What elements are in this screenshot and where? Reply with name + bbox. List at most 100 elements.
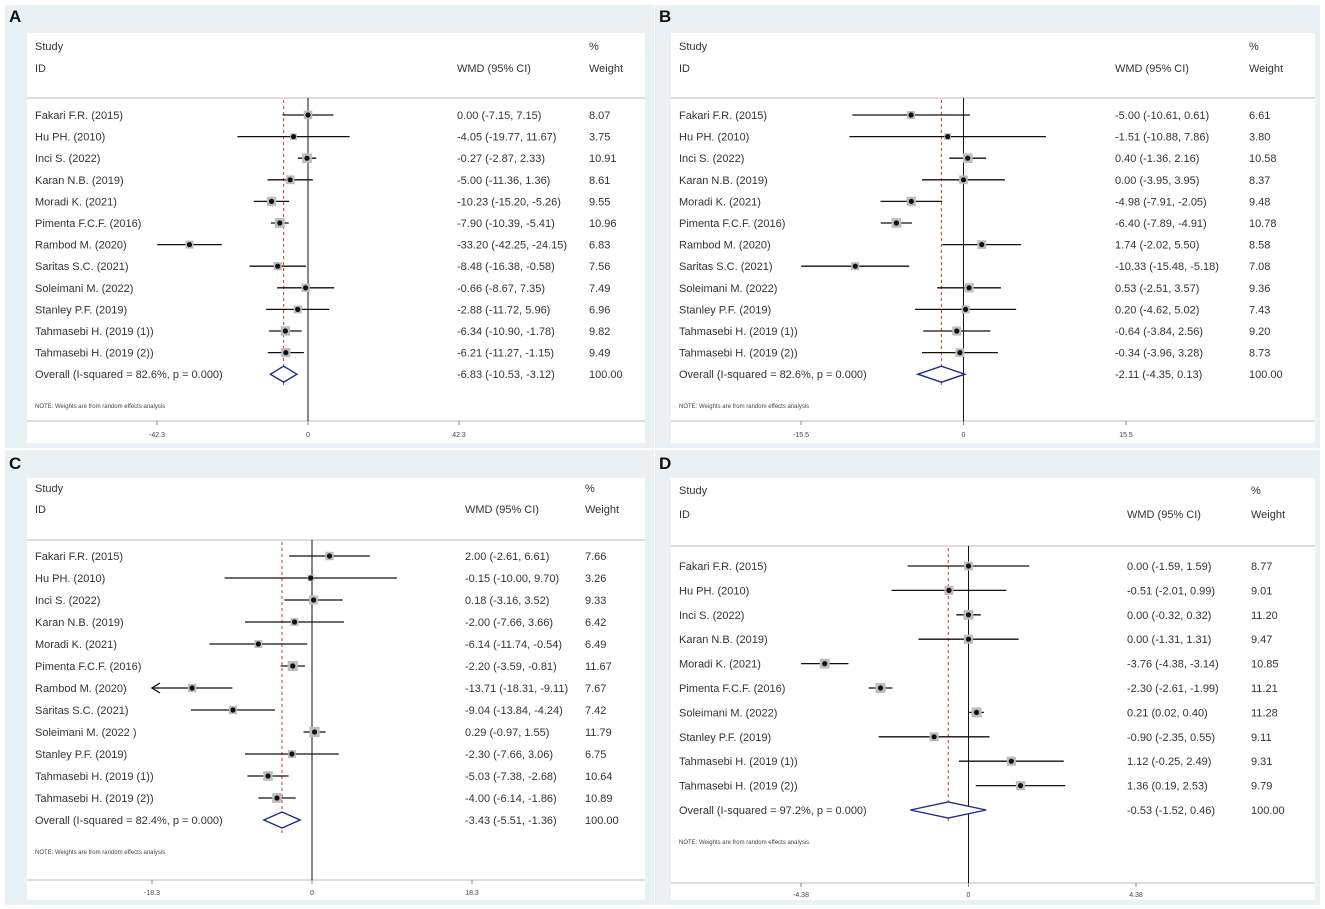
- point-estimate: [877, 685, 884, 691]
- effect-text: -33.20 (-42.25, -24.15): [457, 240, 567, 252]
- weight-text: 6.75: [585, 749, 606, 761]
- header-id: ID: [35, 504, 46, 516]
- overall-effect-text: -6.83 (-10.53, -3.12): [457, 369, 555, 381]
- study-label: Fakari F.R. (2015): [35, 110, 123, 122]
- point-estimate: [946, 587, 952, 593]
- forest-plot-area: Study ID WMD (95% CI)% Weight Fakari F.R. (2…: [671, 478, 1315, 900]
- point-estimate: [1008, 758, 1014, 764]
- effect-text: -4.98 (-7.91, -2.05): [1115, 196, 1207, 208]
- effect-text: 0.00 (-1.31, 1.31): [1127, 634, 1211, 646]
- study-label: Stanley P.F. (2019): [35, 749, 127, 761]
- point-estimate: [230, 707, 236, 713]
- study-label: Tahmasebi H. (2019 (2)): [35, 793, 154, 805]
- forest-panel-c: C Study ID WMD (95% CI)% Weight Fakari F.R. …: [5, 450, 654, 905]
- study-label: Tahmasebi H. (2019 (2)): [679, 348, 798, 360]
- point-estimate: [822, 661, 828, 667]
- overall-effect-text: -0.53 (-1.52, 0.46): [1127, 805, 1215, 817]
- header-study: Study: [679, 41, 708, 53]
- study-label: Tahmasebi H. (2019 (1)): [35, 771, 154, 783]
- point-estimate: [295, 306, 301, 312]
- overall-label: Overall (I-squared = 82.6%, p = 0.000): [679, 369, 867, 381]
- point-estimate: [291, 619, 298, 625]
- point-estimate: [945, 134, 951, 140]
- study-label: Tahmasebi H. (2019 (2)): [679, 781, 798, 793]
- header-effect: WMD (95% CI): [1127, 509, 1201, 521]
- effect-text: -0.15 (-10.00, 9.70): [465, 573, 559, 585]
- weight-text: 8.07: [589, 110, 610, 122]
- axis-tick-label: 15.5: [1119, 432, 1133, 439]
- weight-text: 3.26: [585, 573, 606, 585]
- point-estimate: [265, 773, 271, 779]
- weight-text: 8.58: [1249, 240, 1270, 252]
- point-estimate: [852, 263, 858, 269]
- weight-text: 10.96: [589, 218, 617, 230]
- weight-text: 7.56: [589, 261, 610, 273]
- overall-label: Overall (I-squared = 82.6%, p = 0.000): [35, 369, 223, 381]
- point-estimate: [282, 328, 288, 334]
- effect-text: 0.21 (0.02, 0.40): [1127, 707, 1208, 719]
- forest-plot-svg: Study ID WMD (95% CI)% Weight Fakari F.R. (2…: [671, 41, 1315, 439]
- weight-text: 9.01: [1251, 585, 1272, 597]
- header-study: Study: [35, 483, 64, 495]
- forest-plot-area: Study ID WMD (95% CI)% Weight Fakari F.R. (2…: [27, 33, 645, 443]
- point-estimate: [189, 685, 195, 691]
- header-weight: Weight: [1251, 509, 1285, 521]
- point-estimate: [303, 285, 309, 291]
- forest-plot-area: Study ID WMD (95% CI)% Weight Fakari F.R. (2…: [27, 478, 645, 900]
- study-label: Pimenta F.C.F. (2016): [35, 218, 141, 230]
- study-label: Inci S. (2022): [679, 153, 744, 165]
- point-estimate: [290, 663, 296, 669]
- axis-tick-label: 0: [967, 892, 971, 899]
- effect-text: -0.90 (-2.35, 0.55): [1127, 732, 1215, 744]
- axis-tick-label: 0: [306, 432, 310, 439]
- study-label: Hu PH. (2010): [679, 132, 749, 144]
- header-percent: %: [1251, 485, 1261, 497]
- study-label: Hu PH. (2010): [679, 585, 749, 597]
- study-label: Soleimani M. (2022 ): [35, 727, 137, 739]
- effect-text: -4.00 (-6.14, -1.86): [465, 793, 557, 805]
- study-label: Rambod M. (2020): [35, 240, 127, 252]
- header-effect: WMD (95% CI): [465, 504, 539, 516]
- effect-text: 1.12 (-0.25, 2.49): [1127, 756, 1211, 768]
- weight-text: 7.66: [585, 551, 606, 563]
- overall-weight-text: 100.00: [585, 815, 619, 827]
- weight-text: 3.80: [1249, 132, 1270, 144]
- weight-text: 9.55: [589, 196, 610, 208]
- weight-text: 8.77: [1251, 561, 1272, 573]
- point-estimate: [268, 198, 275, 204]
- forest-panel-a: A Study ID WMD (95% CI)% Weight Fakari F.R. …: [5, 5, 654, 448]
- study-label: Stanley P.F. (2019): [679, 732, 771, 744]
- study-label: Soleimani M. (2022): [679, 707, 777, 719]
- study-label: Hu PH. (2010): [35, 573, 105, 585]
- axis-tick-label: -18.3: [144, 890, 160, 897]
- effect-text: -0.27 (-2.87, 2.33): [457, 153, 545, 165]
- overall-label: Overall (I-squared = 82.4%, p = 0.000): [35, 815, 223, 827]
- study-label: Moradi K. (2021): [679, 659, 761, 671]
- point-estimate: [326, 553, 333, 559]
- study-label: Rambod M. (2020): [35, 683, 127, 695]
- effect-text: -6.34 (-10.90, -1.78): [457, 326, 555, 338]
- point-estimate: [275, 263, 281, 269]
- study-label: Hu PH. (2010): [35, 132, 105, 144]
- weight-text: 10.58: [1249, 153, 1277, 165]
- study-label: Pimenta F.C.F. (2016): [35, 661, 141, 673]
- forest-panel-d: D Study ID WMD (95% CI)% Weight Fakari F.R. …: [655, 450, 1320, 905]
- study-label: Moradi K. (2021): [679, 196, 761, 208]
- forest-plot-svg: Study ID WMD (95% CI)% Weight Fakari F.R. (2…: [671, 485, 1315, 899]
- weight-text: 6.96: [589, 304, 610, 316]
- weight-text: 11.79: [585, 727, 612, 739]
- weight-text: 10.85: [1251, 659, 1279, 671]
- weight-text: 6.83: [589, 240, 610, 252]
- effect-text: -0.34 (-3.96, 3.28): [1115, 348, 1203, 360]
- study-label: Pimenta F.C.F. (2016): [679, 218, 785, 230]
- axis-tick-label: 0: [962, 432, 966, 439]
- effect-text: -0.64 (-3.84, 2.56): [1115, 326, 1203, 338]
- weight-text: 11.21: [1251, 683, 1278, 695]
- point-estimate: [310, 597, 317, 603]
- effect-text: -2.30 (-7.66, 3.06): [465, 749, 553, 761]
- overall-weight-text: 100.00: [1249, 369, 1283, 381]
- effect-text: 0.00 (-1.59, 1.59): [1127, 561, 1211, 573]
- study-label: Soleimani M. (2022): [679, 283, 777, 295]
- point-estimate: [311, 729, 318, 735]
- point-estimate: [966, 285, 972, 291]
